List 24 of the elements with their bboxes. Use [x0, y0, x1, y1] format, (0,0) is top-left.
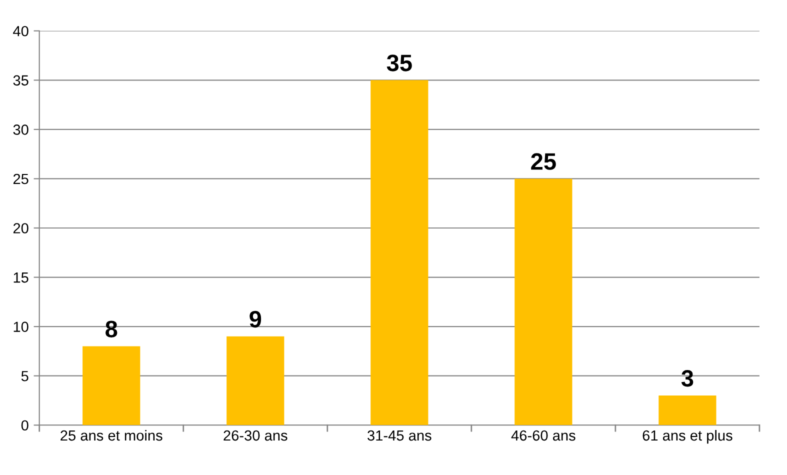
y-tick-label: 40: [13, 26, 28, 36]
y-tick-label: 25: [13, 174, 28, 184]
x-tick-label: 31-45 ans: [368, 430, 432, 441]
y-tick-label: 15: [14, 272, 28, 283]
data-label: 3: [681, 370, 694, 387]
y-tick-label: 35: [13, 75, 28, 86]
y-tick-label: 0: [21, 420, 28, 431]
y-tick-label: 20: [13, 223, 28, 234]
y-tick-label: 5: [21, 371, 28, 382]
bar: [370, 80, 428, 426]
data-label: 25: [531, 153, 556, 170]
y-tick-label: 30: [13, 124, 28, 135]
bar: [226, 336, 284, 426]
data-label: 35: [386, 54, 412, 72]
y-tick-label: 10: [14, 322, 28, 332]
bar: [514, 178, 572, 426]
bar: [82, 346, 140, 426]
data-label: 8: [106, 320, 118, 338]
x-tick-label: 46-60 ans: [511, 430, 576, 441]
bar: [658, 396, 716, 426]
data-label: 9: [250, 310, 262, 328]
x-tick-label: 25 ans et moins: [60, 430, 162, 441]
x-tick-label: 61 ans et plus: [642, 430, 732, 444]
x-tick-label: 26-30 ans: [224, 430, 288, 441]
